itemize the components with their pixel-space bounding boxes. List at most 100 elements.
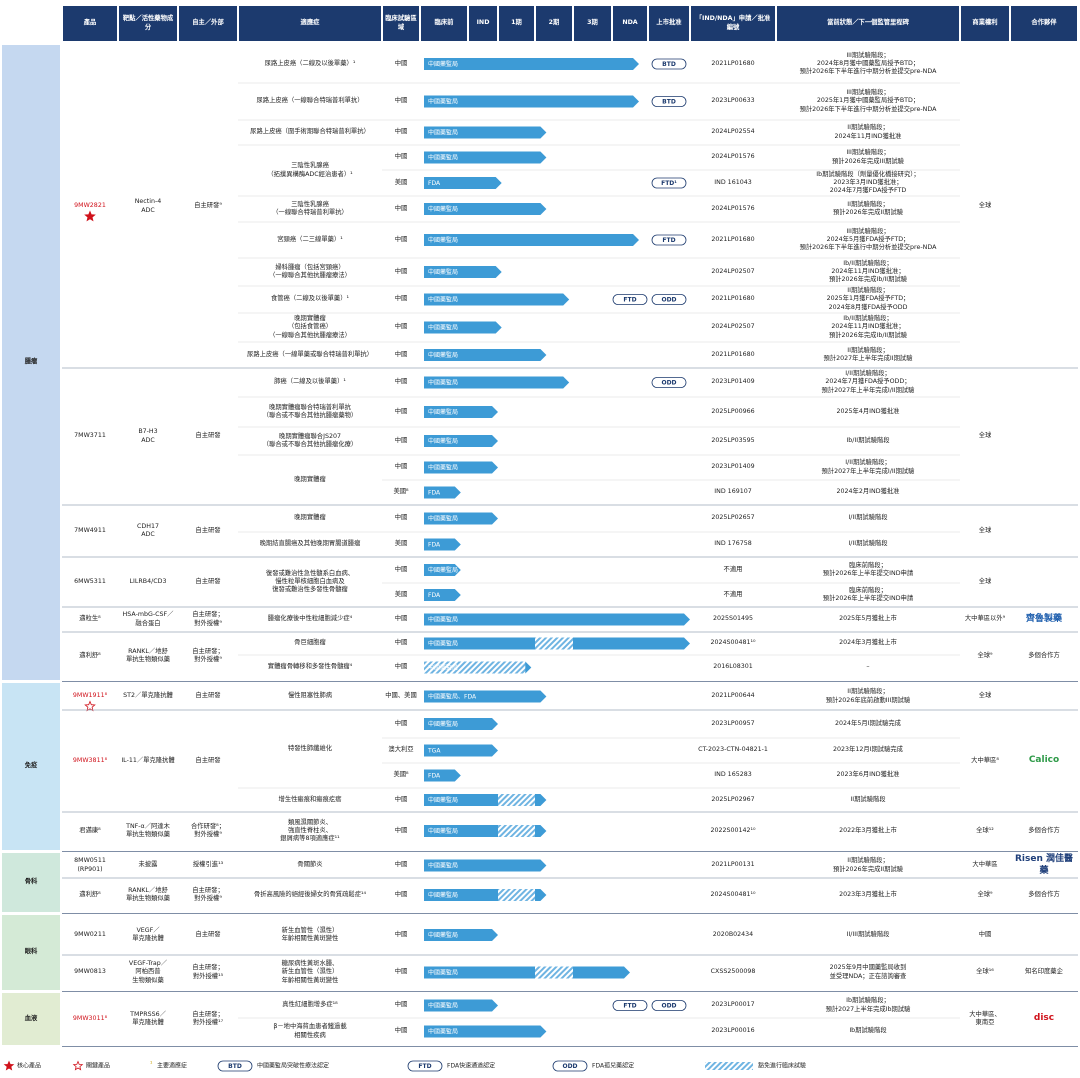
text-line: 2025年1月獲中國藥監局授予BTD；: [816, 97, 920, 105]
text-line: CDH17: [137, 522, 159, 530]
text-line: 邁利舒⁸: [79, 651, 101, 659]
text-line: 2023LP00017: [711, 1001, 755, 1009]
text-line: 美國⁸: [393, 771, 409, 779]
indication-cell: 類風濕關節炎、 強直性脊柱炎、 銀屑病等8項適應症¹¹: [238, 812, 382, 850]
phase-bar: [424, 177, 502, 189]
text-line: Ib/II期試驗階段: [846, 436, 890, 444]
number-cell: 2024LP02554: [690, 120, 776, 145]
text-line: 單抗生物類似藥: [125, 656, 171, 663]
region-cell: 中國: [382, 313, 420, 342]
designation-badge-label: ODD: [661, 1003, 676, 1010]
region-cell: 中國: [382, 878, 420, 912]
text-line: 預計2026年完成Ib/II期試驗: [828, 276, 908, 284]
designation-badge-label: ODD: [661, 380, 676, 387]
bar-label: FDA: [428, 592, 441, 599]
text-line: Ib期試驗階段: [849, 1027, 887, 1035]
region-cell: 中國: [382, 812, 420, 850]
text-line: IND 165283: [714, 771, 752, 779]
status-cell: III期試驗階段； 2024年8月獲中國藥監局授予BTD； 預計2026年下半年進行…: [776, 45, 960, 83]
text-line: 預計2026年上半年提交IND申請: [822, 595, 914, 602]
text-line: 晚期實體瘤: [294, 514, 326, 522]
text-line: 「IND/NDA」申請／批准編號: [695, 15, 771, 31]
text-line: ADC: [141, 436, 155, 444]
text-line: IND: [476, 19, 490, 27]
text-line: 上市批准: [656, 19, 682, 27]
text-line: (RP901): [77, 865, 103, 873]
header-cell: 當前狀態／下一個監管里程碑: [776, 5, 960, 42]
partner-cell: disc: [1010, 993, 1078, 1045]
text-line: II期試驗階段；: [847, 688, 889, 696]
text-line: 對外授權¹⁷: [192, 1019, 224, 1026]
text-line: 預計2026年完成II期試驗: [832, 865, 904, 873]
text-line: 齊魯製藥: [1025, 613, 1062, 624]
phase-bar: [424, 690, 547, 703]
text-line: 2021LP01680: [711, 295, 755, 303]
text-line: 2023年12月I期試驗完成: [833, 746, 903, 754]
region-cell: 中國: [382, 397, 420, 427]
bar-label: 中國藥監局: [428, 129, 458, 137]
text-line: 實體瘤骨轉移和多發性骨髓瘤⁴: [267, 663, 353, 671]
text-line: 中國: [394, 128, 408, 136]
text-line: 中國: [394, 295, 408, 303]
bar-label: 中國藥監局: [428, 1028, 458, 1036]
source-cell: 自主研發⁹: [178, 45, 238, 368]
text-line: 臨床前階段；: [849, 561, 887, 569]
text-line: 全球⁹: [977, 651, 993, 659]
bar-label: TGA: [427, 748, 441, 755]
product-cell: 7MW3711: [62, 368, 118, 505]
text-line: 中國: [394, 97, 408, 105]
rights-cell: 全球¹⁶: [960, 955, 1010, 990]
text-line: 商業權利: [972, 19, 998, 27]
target-cell: TMPRSS6／ 單克隆抗體: [118, 993, 178, 1045]
region-cell: 美國: [382, 170, 420, 196]
product-cell: 9MW1911⁸: [62, 683, 118, 710]
legend-star-key: [72, 1060, 84, 1071]
text-line: 晚期實體瘤聯合JS207: [279, 432, 341, 440]
bar-label: 中國藥監局: [428, 862, 458, 870]
text-line: 2021LP01680: [711, 59, 755, 67]
target-cell: VEGF-Trap／ 阿柏西普 生物類似藥: [118, 955, 178, 990]
status-cell: I/II期試驗階段: [776, 505, 960, 532]
text-line: 三陰性乳腺癌: [291, 200, 329, 208]
text-line: 預計2026年完成Ib/II期試驗: [828, 331, 908, 339]
text-line: 9MW0211: [74, 930, 106, 938]
text-line: 大中華區: [972, 861, 998, 869]
rights-cell: 中國: [960, 915, 1010, 955]
region-cell: 中國: [382, 120, 420, 145]
designation-badge-label: ODD: [661, 297, 676, 304]
status-cell: I/II期試驗階段； 2024年7月獲FDA授予ODD； 預計2027年上半年完成I…: [776, 368, 960, 397]
indication-cell: 晚期實體瘤 （包括食管癌） （一線聯合其他抗腫瘤療法）: [238, 313, 382, 342]
text-line: 單克隆抗體: [132, 1019, 164, 1026]
source-cell: 自主研發: [178, 915, 238, 955]
legend-badge: [552, 1060, 588, 1072]
legend-star-core: [3, 1060, 15, 1071]
number-cell: 2023LP00017: [690, 993, 776, 1018]
target-cell: Nectin-4 ADC: [118, 45, 178, 368]
text-line: 2023年3月IND獲批准；: [833, 178, 903, 186]
text-line: 自主／外部: [192, 19, 224, 27]
text-line: 尿路上皮癌（圍手術期聯合特瑞普利單抗）: [250, 128, 370, 136]
text-line: 2023年6月IND獲批准: [836, 771, 900, 779]
text-line: 年齡相關性黃斑變性: [281, 935, 339, 942]
text-line: IND 176758: [714, 540, 752, 548]
bar-label: 中國藥監局: [428, 437, 458, 445]
region-cell: 中國: [382, 455, 420, 480]
indication-cell: 增生性瘢痕和瘢痕疙瘩: [238, 788, 382, 812]
header-cell: 商業權利: [960, 5, 1010, 42]
text-line: （一線聯合特瑞普利單抗）: [272, 209, 348, 216]
region-cell: 中國: [382, 196, 420, 222]
text-line: 2023LP01409: [711, 463, 755, 471]
text-line: 中國: [394, 463, 408, 471]
indication-cell: 三陰性乳腺癌 （拓撲異構酶ADC經治患者）¹: [238, 145, 382, 196]
text-line: 宮頸癌（二三線單藥）¹: [277, 235, 343, 243]
text-line: CT-2023-CTN-04821-1: [698, 746, 768, 754]
text-line: 銀屑病等8項適應症¹¹: [280, 835, 340, 843]
number-cell: 2020B02434: [690, 915, 776, 955]
text-line: III期試驗階段；: [846, 149, 890, 157]
source-cell: 合作研發⁸； 對外授權⁹: [178, 812, 238, 850]
region-cell: 中國: [382, 655, 420, 680]
text-line: Ib/II期試驗階段；: [843, 315, 893, 323]
text-line: 預計2027年上半年完成II期試驗: [823, 355, 913, 362]
status-cell: Ib/II期試驗階段； 2024年11月IND獲批准； 預計2026年完成Ib/II…: [776, 313, 960, 342]
text-line: 中國: [394, 719, 408, 727]
